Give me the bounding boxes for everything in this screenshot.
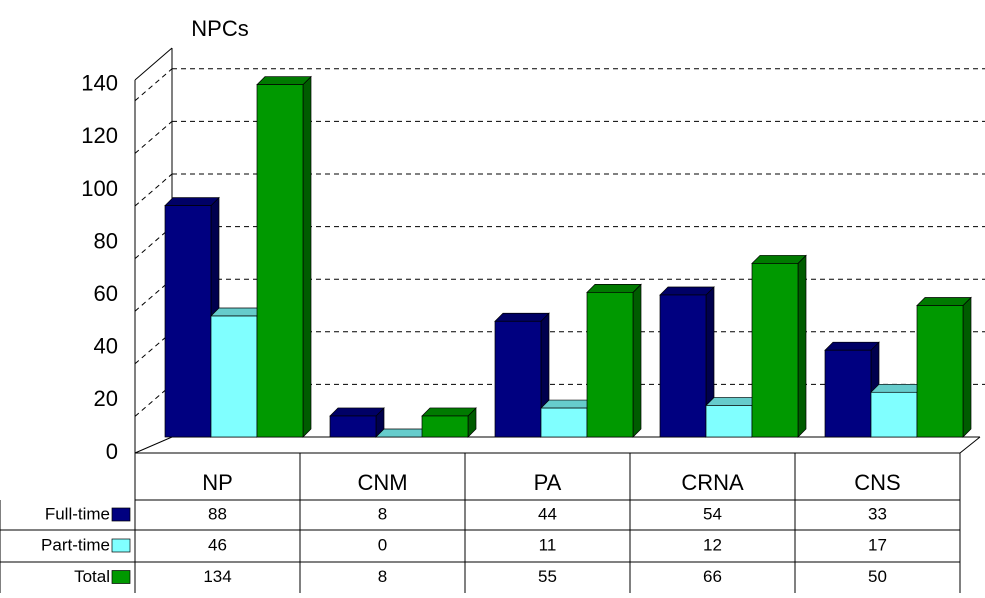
- bar-top: [824, 341, 880, 351]
- bar-front: [164, 205, 212, 438]
- table-cell: 55: [538, 567, 557, 586]
- bar-front: [705, 405, 753, 438]
- y-tick-label: 60: [94, 281, 118, 306]
- x-tick-label: PA: [534, 470, 562, 495]
- legend-label: Full-time: [45, 504, 110, 523]
- table-cell: 134: [203, 567, 231, 586]
- bar: [659, 286, 715, 438]
- bar-side: [797, 254, 807, 438]
- bar-top: [256, 76, 312, 85]
- table-cell: 11: [539, 535, 557, 554]
- floor-edge: [134, 436, 173, 454]
- bar-front: [586, 292, 634, 438]
- bar: [824, 341, 880, 438]
- table-cell: 17: [868, 535, 887, 554]
- x-tick-label: CRNA: [681, 470, 744, 495]
- grid-line: [134, 121, 173, 154]
- y-tick-label: 100: [81, 176, 118, 201]
- table-cell: 50: [868, 567, 887, 586]
- bar: [421, 407, 477, 438]
- grid-line: [134, 173, 173, 207]
- table-cell: 54: [703, 504, 722, 523]
- table-cell: 12: [703, 535, 722, 554]
- floor-edge: [959, 436, 981, 454]
- table-cell: 44: [538, 504, 557, 523]
- bar: [329, 407, 385, 438]
- y-tick-label: 120: [81, 123, 118, 148]
- bar-front: [824, 349, 872, 438]
- x-tick-label: CNM: [357, 470, 407, 495]
- table-cell: 33: [868, 504, 887, 523]
- bar-top: [494, 312, 550, 322]
- bar-top: [659, 286, 715, 296]
- table-cell: 46: [208, 535, 227, 554]
- bar: [586, 283, 642, 438]
- legend-swatch: [111, 538, 131, 553]
- bar-front: [256, 84, 304, 438]
- legend-swatch: [111, 570, 131, 584]
- y-tick-label: 80: [94, 228, 118, 253]
- bar-front: [659, 294, 707, 438]
- table-cell: 0: [378, 535, 387, 554]
- bar-top: [751, 255, 807, 264]
- y-tick-label: 0: [106, 439, 118, 464]
- table-cell: 8: [378, 567, 387, 586]
- bar-side: [962, 296, 972, 438]
- bar-front: [540, 407, 588, 438]
- bar: [494, 312, 550, 438]
- table-cell: 66: [703, 567, 722, 586]
- table-cell: 88: [208, 504, 227, 523]
- legend-label: Part-time: [41, 535, 110, 554]
- bar-front: [494, 320, 542, 438]
- bar-side: [302, 75, 312, 438]
- bar-front: [751, 263, 799, 438]
- bar-front: [210, 315, 258, 438]
- bar: [916, 296, 972, 438]
- y-tick-label: 20: [94, 386, 118, 411]
- x-tick-label: NP: [202, 470, 233, 495]
- y-tick-label: 140: [81, 71, 118, 96]
- bar-top: [916, 297, 972, 306]
- bar-front: [916, 305, 964, 438]
- wall-edge: [134, 47, 173, 81]
- bar-top: [586, 284, 642, 293]
- grid-line: [134, 68, 173, 102]
- bar-top: [164, 197, 220, 206]
- table-cell: 8: [378, 504, 387, 523]
- x-tick-label: CNS: [854, 470, 900, 495]
- y-tick-label: 40: [94, 334, 118, 359]
- bar-top: [329, 407, 385, 417]
- bar: [751, 254, 807, 438]
- legend-label: Total: [74, 567, 110, 586]
- chart-title: NPCs: [191, 16, 248, 41]
- bar-front: [421, 415, 469, 438]
- bar-front: [329, 415, 377, 438]
- bar-top: [421, 407, 477, 417]
- legend-swatch: [111, 507, 131, 522]
- bar-side: [632, 283, 642, 438]
- bar: [256, 75, 312, 438]
- bar-front: [870, 391, 918, 438]
